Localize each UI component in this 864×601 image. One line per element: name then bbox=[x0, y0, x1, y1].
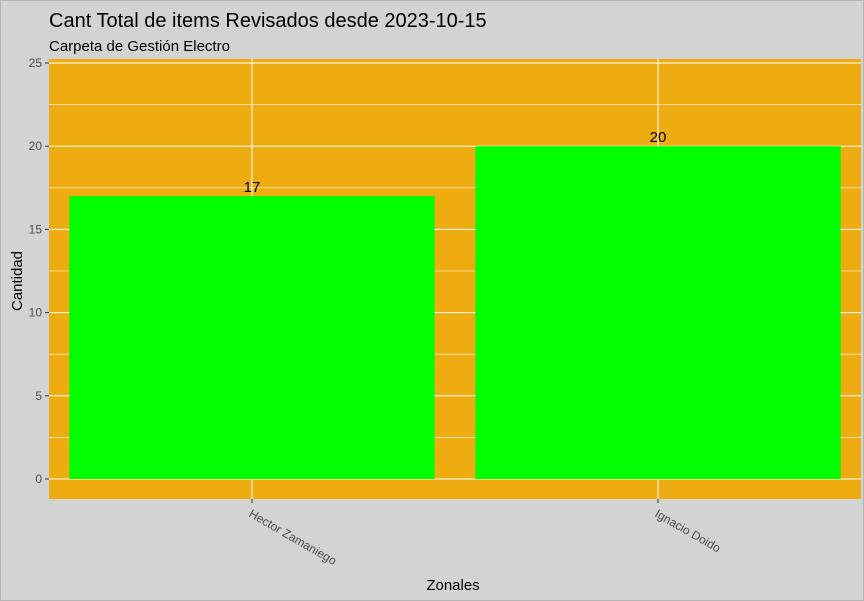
chart-subtitle: Carpeta de Gestión Electro bbox=[49, 38, 230, 55]
y-tick-label: 20 bbox=[29, 139, 43, 153]
bar-value-label: 17 bbox=[244, 179, 261, 196]
y-axis-title: Cantidad bbox=[9, 251, 26, 311]
bar-1 bbox=[69, 196, 435, 479]
y-tick-label: 25 bbox=[29, 56, 43, 70]
x-tick-label: Ignacio Doido bbox=[653, 506, 724, 555]
x-axis-title: Zonales bbox=[426, 577, 479, 594]
x-tick-label: Hector Zamaniego bbox=[247, 506, 340, 568]
y-tick-label: 15 bbox=[29, 222, 43, 236]
y-tick-label: 10 bbox=[29, 306, 43, 320]
y-axis: 0 5 10 15 20 25 bbox=[29, 56, 49, 486]
bar-2 bbox=[475, 146, 841, 479]
x-axis: Hector Zamaniego Ignacio Doido bbox=[247, 499, 724, 568]
chart-title: Cant Total de items Revisados desde 2023… bbox=[49, 10, 487, 32]
bar-value-label: 20 bbox=[650, 129, 667, 146]
y-tick-label: 0 bbox=[35, 472, 42, 486]
y-tick-label: 5 bbox=[35, 389, 42, 403]
bars bbox=[69, 146, 841, 479]
